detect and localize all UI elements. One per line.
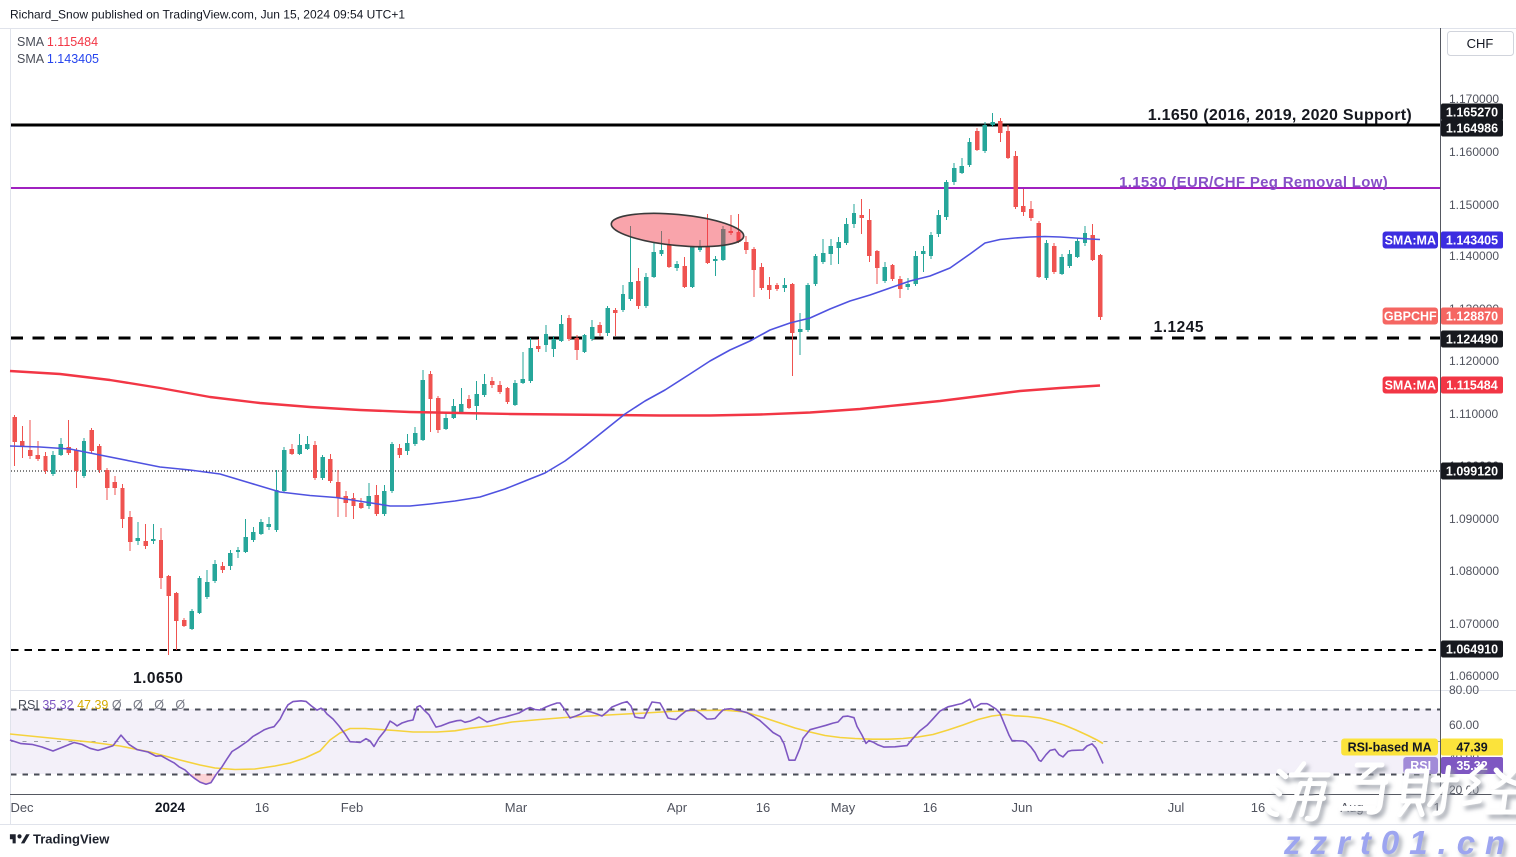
svg-text:1.099120: 1.099120 (1446, 464, 1498, 478)
svg-text:16: 16 (255, 800, 269, 815)
svg-text:1.165270: 1.165270 (1446, 105, 1498, 119)
svg-text:RSI 35.32 47.39 Ø Ø Ø Ø: RSI 35.32 47.39 Ø Ø Ø Ø (18, 698, 189, 712)
svg-text:2024: 2024 (155, 800, 186, 815)
svg-text:1.150000: 1.150000 (1449, 198, 1499, 212)
svg-text:16: 16 (1251, 800, 1265, 815)
svg-text:Feb: Feb (341, 800, 363, 815)
svg-text:Apr: Apr (667, 800, 688, 815)
svg-text:16: 16 (756, 800, 770, 815)
svg-text:1: 1 (1433, 800, 1440, 815)
svg-text:1.124490: 1.124490 (1446, 332, 1498, 346)
svg-text:1.064910: 1.064910 (1446, 642, 1498, 656)
svg-text:1.1650 (2016, 2019, 2020 Suppo: 1.1650 (2016, 2019, 2020 Support) (1148, 107, 1412, 124)
svg-text:SMA:MA: SMA:MA (1385, 378, 1436, 392)
svg-text:1.160000: 1.160000 (1449, 145, 1499, 159)
svg-text:Richard_Snow published on Trad: Richard_Snow published on TradingView.co… (10, 8, 405, 22)
svg-text:80.00: 80.00 (1449, 683, 1479, 697)
svg-text:1.060000: 1.060000 (1449, 669, 1499, 683)
svg-text:1.0650: 1.0650 (133, 670, 183, 687)
svg-text:May: May (831, 800, 856, 815)
svg-text:Jul: Jul (1168, 800, 1185, 815)
svg-text:1.090000: 1.090000 (1449, 512, 1499, 526)
svg-text:1.070000: 1.070000 (1449, 617, 1499, 631)
svg-text:1.128870: 1.128870 (1446, 309, 1498, 323)
svg-text:CHF: CHF (1467, 36, 1494, 51)
svg-text:1.143405: 1.143405 (1446, 233, 1498, 247)
svg-text:47.39: 47.39 (1456, 740, 1487, 754)
svg-text:1.1530 (EUR/CHF Peg Removal Lo: 1.1530 (EUR/CHF Peg Removal Low) (1119, 174, 1388, 191)
svg-text:SMA:MA: SMA:MA (1385, 233, 1436, 247)
svg-text:1.120000: 1.120000 (1449, 354, 1499, 368)
svg-text:zzrt01.cn: zzrt01.cn (1283, 824, 1515, 857)
svg-text:1.140000: 1.140000 (1449, 249, 1499, 263)
svg-text:SMA 1.115484: SMA 1.115484 (17, 35, 98, 49)
svg-text:TradingView: TradingView (33, 832, 110, 847)
svg-text:Mar: Mar (505, 800, 528, 815)
svg-text:1.164986: 1.164986 (1446, 121, 1498, 135)
svg-text:1.170000: 1.170000 (1449, 92, 1499, 106)
svg-text:60.00: 60.00 (1449, 718, 1479, 732)
svg-text:Dec: Dec (10, 800, 34, 815)
svg-text:1.110000: 1.110000 (1449, 407, 1498, 421)
svg-text:16: 16 (923, 800, 937, 815)
svg-text:1.115484: 1.115484 (1446, 378, 1497, 392)
svg-text:1.080000: 1.080000 (1449, 564, 1499, 578)
svg-text:RSI-based MA: RSI-based MA (1348, 740, 1432, 754)
svg-text:SMA 1.143405: SMA 1.143405 (17, 52, 99, 66)
svg-text:Jun: Jun (1012, 800, 1033, 815)
svg-text:1.1245: 1.1245 (1154, 319, 1204, 336)
svg-text:GBPCHF: GBPCHF (1384, 309, 1437, 323)
